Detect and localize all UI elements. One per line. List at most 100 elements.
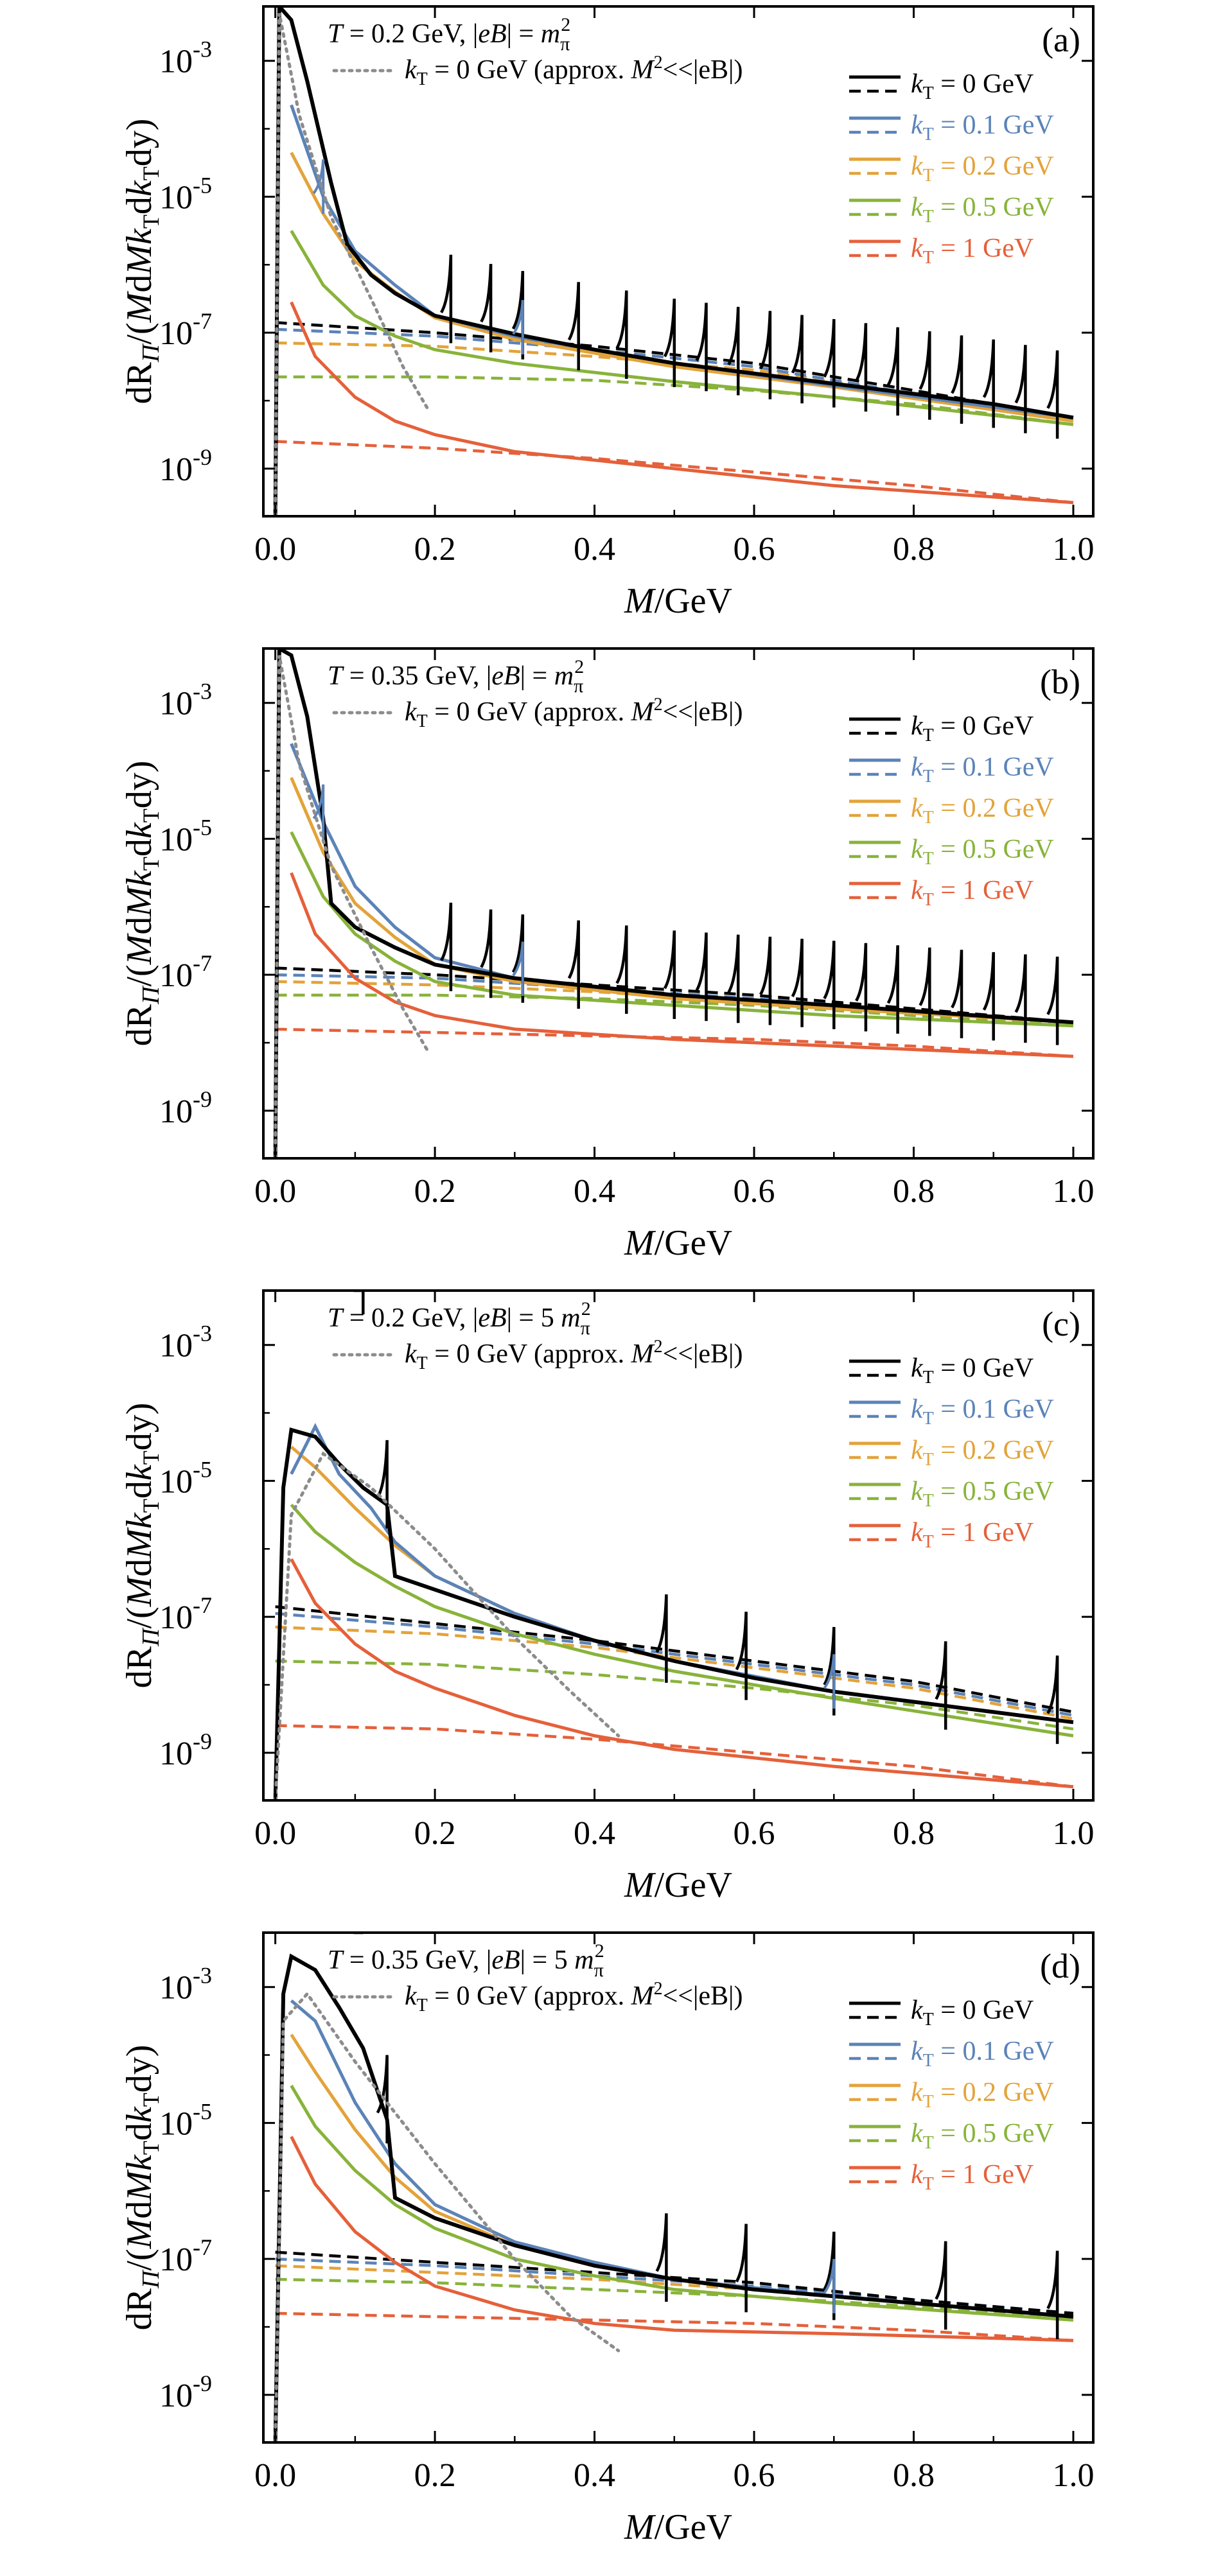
plot-area (273, 6, 1074, 516)
condition-text: T = 0.2 GeV, |eB| = mπ2 (328, 14, 570, 55)
legend-label: kT = 1 GeV (911, 234, 1034, 268)
axes-frame (262, 5, 1095, 518)
spike-kT0-2 (655, 1594, 668, 1683)
x-tick-label: 0.8 (893, 531, 935, 568)
spike-kT0-5 (935, 2241, 947, 2330)
legend-label: kT = 0.2 GeV (911, 1436, 1054, 1470)
spike-kT01-0 (823, 2259, 836, 2313)
condition-text: T = 0.2 GeV, |eB| = 5 mπ2 (328, 1298, 591, 1339)
x-tick-label: 0.8 (893, 2457, 935, 2494)
series-approx (274, 13, 429, 516)
plot-area (273, 1291, 1074, 1800)
plot-area (273, 1933, 1074, 2442)
legend: kT = 0 GeV kT = 0.1 GeV kT = 0.2 GeV kT = 0… (849, 1353, 1054, 1552)
panel-label: (c) (1042, 1305, 1080, 1343)
y-axis-label: dRΠ/(MdMkTdkTdy) (119, 761, 164, 1047)
spike-kT01-1 (512, 300, 524, 354)
spike-kT0-4 (615, 290, 628, 379)
spike-kT0-4 (823, 2231, 836, 2320)
legend-approx-label: kT = 0 GeV (approx. M2<<|eB|) (405, 1337, 743, 1373)
panel-d: 0.0 0.2 0.4 0.6 0.8 1.0 10-3 10-5 10-7 10-9 dRΠ/(M… (119, 1931, 1095, 2547)
legend-label: kT = 1 GeV (911, 1518, 1034, 1552)
series-dashed-kT1 (275, 2311, 1074, 2342)
spike-kT0-0 (440, 254, 453, 344)
series-solid-kT0 (273, 1953, 1074, 2442)
x-tick-label: 0.4 (574, 1173, 615, 1210)
panel-label: (b) (1040, 663, 1080, 701)
x-tick-label: 0.4 (574, 2457, 615, 2494)
y-axis-label: dRΠ/(MdMkTdkTdy) (119, 2045, 164, 2331)
spike-kT0-2 (511, 914, 525, 1003)
spike-kT0-1 (376, 1440, 389, 1529)
y-tick-label: 10-7 (159, 950, 212, 994)
legend-approx-label: kT = 0 GeV (approx. M2<<|eB|) (405, 695, 743, 731)
legend-label: kT = 0.5 GeV (911, 2119, 1054, 2153)
y-tick-label: 10-7 (159, 308, 212, 352)
y-axis-label: dRΠ/(MdMkTdkTdy) (119, 1403, 164, 1689)
x-axis-label: M/GeV (624, 1865, 732, 1905)
panel-a: 0.0 0.2 0.4 0.6 0.8 1.0 10-3 10-5 10-7 10-9 dRΠ/(M… (119, 5, 1095, 621)
x-tick-label: 0.2 (414, 2457, 456, 2494)
x-tick-label: 0.2 (414, 531, 456, 568)
series-dashed-kT05 (275, 2277, 1074, 2322)
series-solid-kT05 (290, 230, 1074, 426)
spike-kT0-5 (663, 930, 676, 1019)
legend-label: kT = 0.2 GeV (911, 152, 1054, 186)
legend: kT = 0 GeV kT = 0.1 GeV kT = 0.2 GeV kT = 0… (849, 69, 1054, 268)
panel-label: (d) (1040, 1947, 1080, 1985)
spike-kT0-6 (1046, 1655, 1059, 1745)
legend-label: kT = 0.2 GeV (911, 794, 1054, 828)
plot-area (273, 648, 1074, 1158)
spike-kT0-9 (791, 315, 804, 404)
spike-kT0-3 (567, 282, 580, 370)
y-tick-label: 10-3 (159, 1963, 212, 2006)
x-axis-label: M/GeV (624, 581, 732, 621)
legend: kT = 0 GeV kT = 0.1 GeV kT = 0.2 GeV kT = 0… (849, 1996, 1054, 2194)
axes-frame (262, 1931, 1095, 2444)
legend-label: kT = 0 GeV (911, 69, 1034, 103)
series-solid-kT05 (290, 831, 1074, 1028)
spike-kT0-12 (886, 327, 899, 416)
y-axis-label: dRΠ/(MdMkTdkTdy) (119, 119, 164, 405)
spike-kT0-6 (695, 302, 708, 392)
legend-label: kT = 0.1 GeV (911, 1395, 1054, 1429)
legend-label: kT = 0 GeV (911, 1996, 1034, 2030)
series-solid-kT1 (290, 301, 1074, 505)
x-tick-label: 0.2 (414, 1815, 456, 1852)
legend-label: kT = 1 GeV (911, 2160, 1034, 2194)
legend-label: kT = 0.1 GeV (911, 2037, 1054, 2071)
spike-kT0-17 (1046, 956, 1059, 1045)
spike-kT0-0 (440, 902, 453, 991)
spike-kT01-0 (312, 784, 325, 839)
x-tick-label: 0.6 (734, 2457, 775, 2494)
y-tick-label: 10-3 (159, 1321, 212, 1364)
panel-c: 0.0 0.2 0.4 0.6 0.8 1.0 10-3 10-5 10-7 10-9 dRΠ/(M… (119, 1289, 1095, 1905)
legend-label: kT = 0 GeV (911, 711, 1034, 745)
legend-approx-label: kT = 0 GeV (approx. M2<<|eB|) (405, 1979, 743, 2015)
spike-kT0-2 (511, 271, 525, 360)
x-tick-label: 1.0 (1052, 531, 1094, 568)
spike-kT0-8 (759, 936, 772, 1025)
spike-kT01-0 (823, 1654, 836, 1709)
y-tick-label: 10-5 (159, 2098, 212, 2142)
spike-kT0-15 (982, 952, 995, 1041)
spike-kT0-7 (727, 306, 740, 396)
series-dashed-kT1 (275, 1027, 1074, 1058)
y-tick-label: 10-7 (159, 1592, 212, 1636)
spike-kT0-4 (823, 1626, 836, 1716)
spike-kT01-0 (312, 159, 325, 214)
spike-kT0-12 (886, 945, 899, 1034)
spike-kT0-14 (951, 950, 963, 1038)
spike-kT0-16 (1014, 954, 1027, 1043)
spike-kT0-6 (695, 932, 708, 1022)
y-tick-label: 10-5 (159, 172, 212, 216)
spike-kT0-7 (727, 934, 740, 1023)
axes-frame (262, 1289, 1095, 1802)
series-approx (274, 1991, 620, 2442)
series-dashed-kT05 (275, 1659, 1074, 1731)
spike-kT0-10 (823, 318, 836, 408)
spike-kT0-11 (855, 323, 868, 412)
legend-label: kT = 0.1 GeV (911, 110, 1054, 144)
x-tick-label: 1.0 (1052, 2457, 1094, 2494)
legend-approx-label: kT = 0 GeV (approx. M2<<|eB|) (405, 53, 743, 89)
